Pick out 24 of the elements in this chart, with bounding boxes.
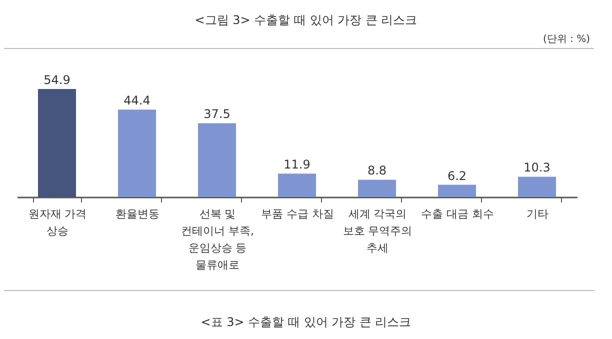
text: <표 3> 수출할 때 있어 가장 큰 리스크 xyxy=(200,314,412,331)
x-tick-label: 수출 대금 회수 xyxy=(421,208,494,220)
x-tick-label: 세계 각국의 보호 무역주의 추세 xyxy=(342,208,412,254)
data-label: 37.5 xyxy=(204,107,230,122)
bar xyxy=(38,89,76,197)
x-tick-label: 환율변동 xyxy=(116,208,160,220)
text: (단위 : %) xyxy=(542,33,590,46)
bar xyxy=(198,123,236,197)
x-tick-label: 원자재 가격 상승 xyxy=(28,208,87,238)
bar xyxy=(438,184,476,197)
x-tick-label: 부품 수급 차질 xyxy=(261,208,334,220)
data-label: 8.8 xyxy=(367,164,387,178)
data-label: 11.9 xyxy=(284,158,310,172)
data-label: 54.9 xyxy=(44,73,70,87)
data-label: 10.3 xyxy=(524,160,550,175)
bar xyxy=(278,174,316,197)
data-label: 44.4 xyxy=(124,94,150,108)
bar xyxy=(358,180,396,197)
bar xyxy=(118,110,156,197)
x-tick-label: 선복 및 컨테이너 부족, 운임상승 등 물류애로 xyxy=(181,208,254,272)
data-label: 6.2 xyxy=(447,168,467,183)
bar xyxy=(518,176,556,197)
chart-title: <그림 3> 수출할 때 있어 가장 큰 리스크 xyxy=(194,12,418,29)
x-tick-label: 기타 xyxy=(526,208,548,220)
